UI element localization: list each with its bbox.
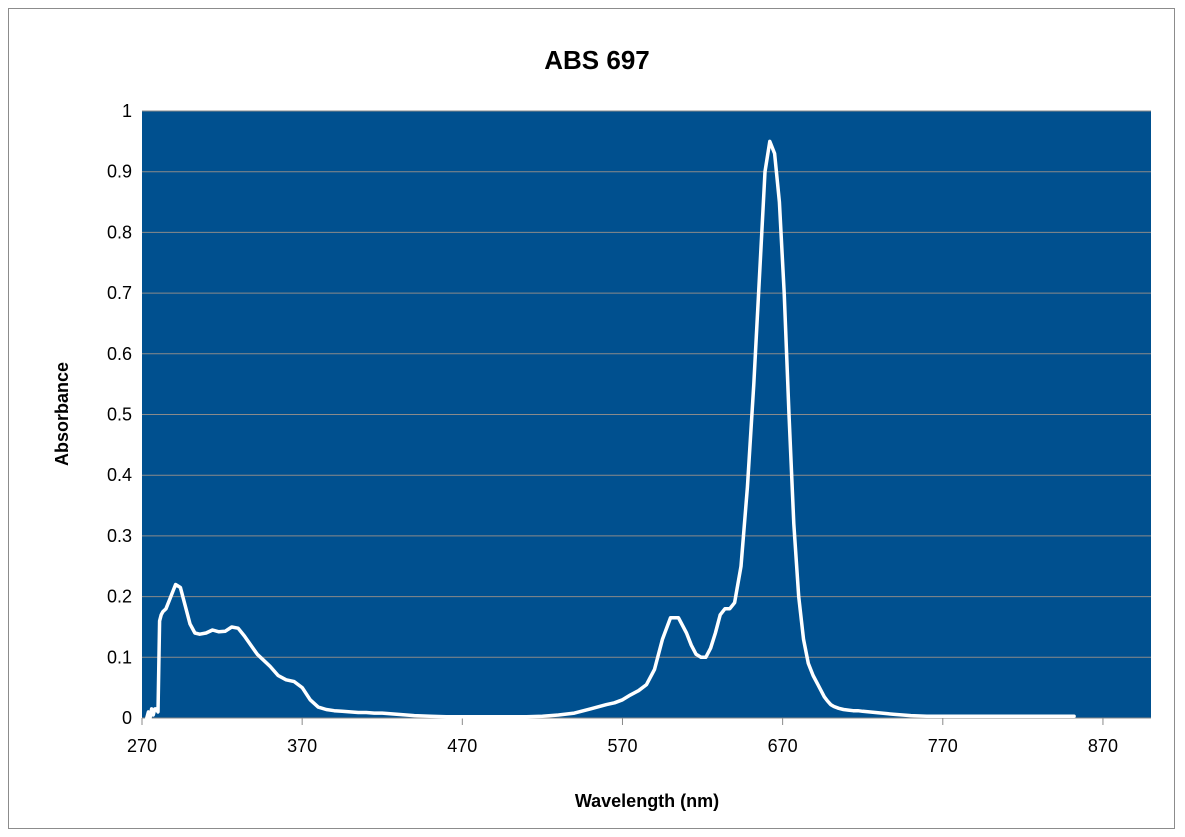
chart-svg: ABS 697 0 0.1 0.2 0.3 0.4 0.5 0.6 0.7 0.8 0.9 1 27… (52, 45, 1151, 811)
y-tick-label: 0.5 (107, 405, 132, 425)
y-tick-label: 0.9 (107, 162, 132, 182)
y-tick-label: 1 (122, 101, 132, 121)
y-tick-label: 0.4 (107, 465, 132, 485)
y-axis-title: Absorbance (52, 362, 72, 466)
x-axis-title: Wavelength (nm) (575, 791, 719, 811)
x-tick-label: 270 (127, 736, 157, 756)
y-tick-label: 0 (122, 708, 132, 728)
x-tick-label: 770 (928, 736, 958, 756)
x-tick-label: 670 (768, 736, 798, 756)
y-tick-label: 0.3 (107, 526, 132, 546)
y-tick-labels: 0 0.1 0.2 0.3 0.4 0.5 0.6 0.7 0.8 0.9 1 (107, 101, 132, 728)
x-tick-label: 570 (607, 736, 637, 756)
y-tick-label: 0.7 (107, 283, 132, 303)
series-line-absorbance (145, 139, 1076, 720)
x-tick-label: 370 (287, 736, 317, 756)
y-tick-label: 0.1 (107, 647, 132, 667)
x-tick-label: 470 (447, 736, 477, 756)
x-tick-label: 870 (1088, 736, 1118, 756)
x-tick-labels: 270 370 470 570 670 770 870 (127, 718, 1118, 756)
chart-frame: ABS 697 0 0.1 0.2 0.3 0.4 0.5 0.6 0.7 0.8 0.9 1 27… (8, 8, 1175, 829)
y-tick-label: 0.2 (107, 587, 132, 607)
y-tick-label: 0.8 (107, 222, 132, 242)
gridlines (142, 110, 1151, 719)
y-tick-label: 0.6 (107, 344, 132, 364)
chart-title: ABS 697 (544, 45, 650, 75)
